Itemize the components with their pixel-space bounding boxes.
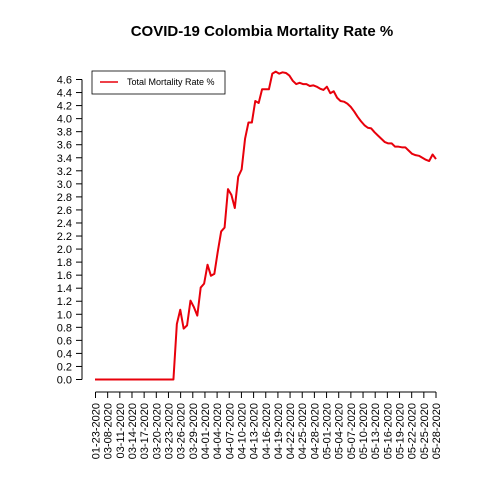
x-tick-label: 05-19-2020 bbox=[395, 403, 407, 459]
y-tick-label: 1.0 bbox=[57, 309, 72, 321]
x-tick-label: 04-28-2020 bbox=[309, 403, 321, 459]
x-ticks: 01-23-2020 03-08-2020 03-11-2020 03-14-2020… bbox=[91, 392, 443, 459]
y-tick-label: 0.4 bbox=[57, 348, 72, 360]
x-tick-label: 04-01-2020 bbox=[200, 403, 212, 459]
y-tick-label: 0.8 bbox=[57, 322, 72, 334]
y-tick-label: 3.4 bbox=[57, 153, 72, 165]
x-tick-label: 04-16-2020 bbox=[261, 403, 273, 459]
x-tick-label: 04-13-2020 bbox=[249, 403, 261, 459]
x-tick-label: 03-20-2020 bbox=[151, 403, 163, 459]
x-tick-label: 05-16-2020 bbox=[382, 403, 394, 459]
legend-label: Total Mortality Rate % bbox=[127, 77, 215, 87]
y-tick-label: 4.0 bbox=[57, 114, 72, 126]
chart-title: COVID-19 Colombia Mortality Rate % bbox=[131, 23, 394, 40]
x-tick-label: 03-29-2020 bbox=[188, 403, 200, 459]
y-tick-label: 2.2 bbox=[57, 231, 72, 243]
x-tick-label: 05-10-2020 bbox=[358, 403, 370, 459]
y-tick-label: 0.6 bbox=[57, 335, 72, 347]
legend: Total Mortality Rate % bbox=[91, 70, 226, 95]
y-tick-label: 3.2 bbox=[57, 166, 72, 178]
y-tick-label: 2.6 bbox=[57, 205, 72, 217]
y-ticks: 0.00.20.40.60.81.01.21.41.61.82.02.22.42… bbox=[57, 75, 82, 387]
x-tick-label: 03-23-2020 bbox=[163, 403, 175, 459]
x-tick-label: 05-01-2020 bbox=[322, 403, 334, 459]
x-tick-label: 03-26-2020 bbox=[176, 403, 188, 459]
y-tick-label: 3.0 bbox=[57, 179, 72, 191]
y-tick-label: 2.8 bbox=[57, 192, 72, 204]
x-tick-label: 03-17-2020 bbox=[139, 403, 151, 459]
plot-area bbox=[95, 70, 437, 381]
x-tick-label: 04-04-2020 bbox=[212, 403, 224, 459]
x-tick-label: 03-11-2020 bbox=[115, 403, 127, 458]
x-tick-label: 05-04-2020 bbox=[334, 403, 346, 459]
x-tick-label: 04-07-2020 bbox=[224, 403, 236, 459]
y-tick-label: 2.0 bbox=[57, 244, 72, 256]
x-tick-label: 05-25-2020 bbox=[419, 403, 431, 459]
x-tick-label: 05-13-2020 bbox=[370, 403, 382, 459]
y-tick-label: 0.2 bbox=[57, 361, 72, 373]
x-tick-label: 05-22-2020 bbox=[407, 403, 419, 459]
y-tick-label: 1.6 bbox=[57, 270, 72, 282]
x-axis: 01-23-2020 03-08-2020 03-11-2020 03-14-2020… bbox=[91, 391, 443, 459]
legend-box bbox=[91, 70, 226, 95]
y-tick-label: 1.2 bbox=[57, 296, 72, 308]
x-tick-label: 04-10-2020 bbox=[236, 403, 248, 459]
y-axis: 0.00.20.40.60.81.01.21.41.61.82.02.22.42… bbox=[57, 75, 83, 387]
series-line bbox=[95, 70, 437, 381]
x-tick-label: 04-25-2020 bbox=[297, 403, 309, 459]
y-tick-label: 4.4 bbox=[57, 88, 72, 100]
y-tick-label: 0.0 bbox=[57, 375, 72, 387]
y-tick-label: 4.6 bbox=[57, 75, 72, 87]
y-tick-label: 1.8 bbox=[57, 257, 72, 269]
y-tick-label: 2.4 bbox=[57, 218, 72, 230]
y-tick-label: 3.6 bbox=[57, 140, 72, 152]
x-tick-label: 05-28-2020 bbox=[431, 403, 443, 459]
x-tick-label: 03-08-2020 bbox=[103, 403, 115, 459]
x-tick-label: 03-14-2020 bbox=[127, 403, 139, 459]
y-tick-label: 1.4 bbox=[57, 283, 72, 295]
y-tick-label: 3.8 bbox=[57, 127, 72, 139]
x-tick-label: 01-23-2020 bbox=[91, 403, 103, 459]
x-tick-label: 04-19-2020 bbox=[273, 403, 285, 459]
y-tick-label: 4.2 bbox=[57, 101, 72, 113]
x-tick-label: 04-22-2020 bbox=[285, 403, 297, 459]
x-tick-label: 05-07-2020 bbox=[346, 403, 358, 459]
